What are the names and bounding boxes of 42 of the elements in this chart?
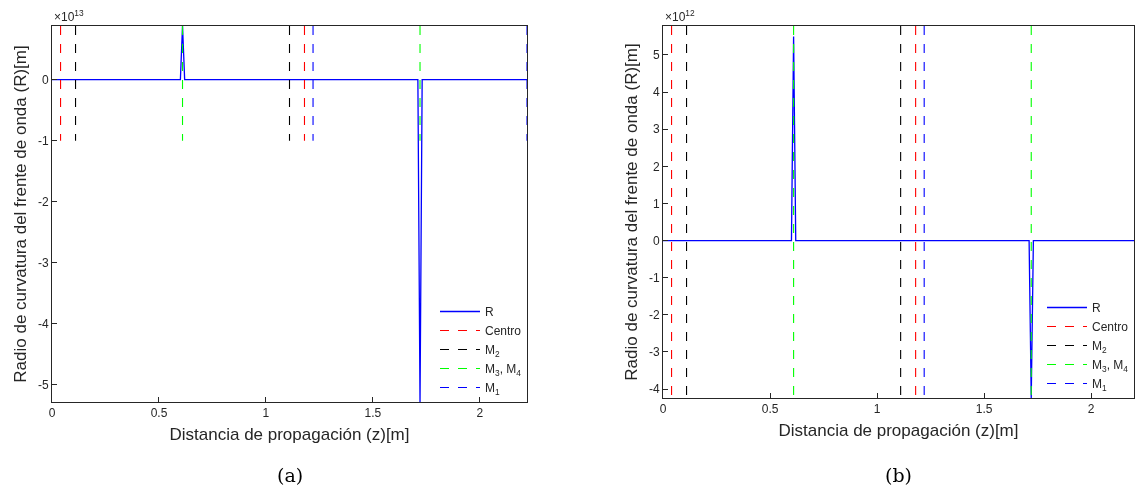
x-tick-label: 2 — [1087, 402, 1095, 417]
y-tick-label: 0 — [652, 233, 660, 248]
y-tick-label: 2 — [652, 159, 660, 174]
y-tick-label: 1 — [652, 196, 660, 211]
y-tick-label: 0 — [41, 72, 49, 87]
legend-label: M$_{3}$, M$_{4}$ — [485, 362, 522, 378]
y-tick-label: -4 — [648, 382, 660, 397]
x-tick-label: 1.5 — [975, 402, 993, 417]
x-axis-title: Distancia de propagación (z)[m] — [169, 424, 410, 444]
x-tick-label: 0.5 — [761, 402, 779, 417]
y-tick-label: -3 — [648, 345, 660, 360]
y-axis-title: Radio de curvatura del frente de onda (R)[m] — [622, 43, 642, 381]
legend-label: Centro — [1092, 320, 1129, 335]
y-tick-label: -4 — [37, 317, 49, 332]
y-tick-label: 3 — [652, 122, 660, 137]
y-tick-label: -3 — [37, 256, 49, 271]
x-tick-label: 1 — [262, 406, 270, 421]
legend-label: M$_{2}$ — [485, 343, 500, 359]
y-tick-label: -1 — [648, 270, 660, 285]
legend-label: M$_{1}$ — [1092, 377, 1107, 393]
legend-label: Centro — [485, 324, 522, 339]
legend-label: M$_{1}$ — [485, 381, 500, 397]
text: ×10$^{12}$ — [665, 8, 696, 25]
legend-label: M$_{2}$ — [1092, 339, 1107, 355]
y-tick-label: -2 — [37, 194, 49, 209]
y-tick-label: -2 — [648, 308, 660, 323]
x-tick-label: 0.5 — [150, 406, 168, 421]
text: (a) — [277, 464, 304, 486]
legend-label: R — [485, 305, 494, 320]
text: ×10$^{13}$ — [54, 8, 85, 25]
x-axis-title: Distancia de propagación (z)[m] — [778, 420, 1019, 440]
y-tick-label: 4 — [652, 85, 660, 100]
y-axis-title: Radio de curvatura del frente de onda (R)[m] — [11, 45, 31, 383]
x-tick-label: 1 — [873, 402, 881, 417]
x-tick-label: 1.5 — [364, 406, 382, 421]
text: (b) — [885, 464, 912, 486]
legend-label: M$_{3}$, M$_{4}$ — [1092, 358, 1129, 374]
x-tick-label: 2 — [476, 406, 484, 421]
y-tick-label: 5 — [652, 48, 660, 63]
y-tick-label: -5 — [37, 378, 49, 393]
legend-label: R — [1092, 301, 1101, 316]
y-tick-label: -1 — [37, 133, 49, 148]
